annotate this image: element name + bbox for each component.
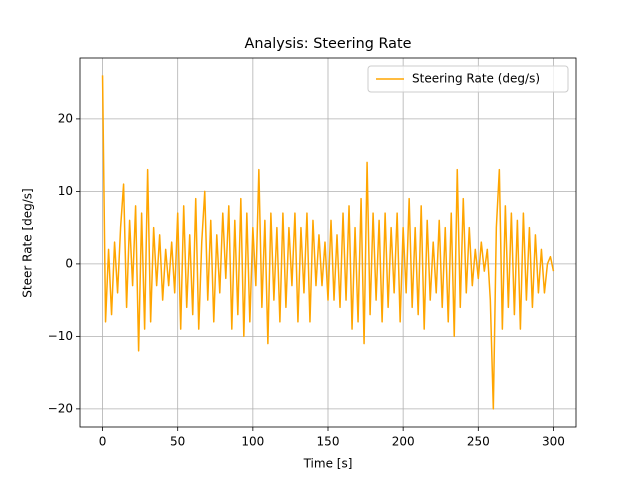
x-tick-label: 50 xyxy=(170,435,185,449)
x-tick-label: 150 xyxy=(317,435,340,449)
x-tick-label: 250 xyxy=(467,435,490,449)
y-axis-label: Steer Rate [deg/s] xyxy=(21,188,35,297)
y-tick-label: 10 xyxy=(58,184,73,198)
legend-label: Steering Rate (deg/s) xyxy=(412,72,540,86)
y-tick-label: 20 xyxy=(58,111,73,125)
chart-title: Analysis: Steering Rate xyxy=(245,36,412,52)
x-tick-label: 300 xyxy=(542,435,565,449)
x-tick-label: 200 xyxy=(392,435,415,449)
plot-frame xyxy=(79,57,577,428)
legend-box xyxy=(367,65,569,93)
data-line xyxy=(101,75,555,410)
y-tick-label: −20 xyxy=(48,401,73,415)
y-tick-label: 0 xyxy=(65,256,73,270)
y-tick-label: −10 xyxy=(48,329,73,343)
x-tick-label: 100 xyxy=(241,435,264,449)
x-axis-label: Time [s] xyxy=(303,457,353,471)
x-tick-label: 0 xyxy=(99,435,107,449)
